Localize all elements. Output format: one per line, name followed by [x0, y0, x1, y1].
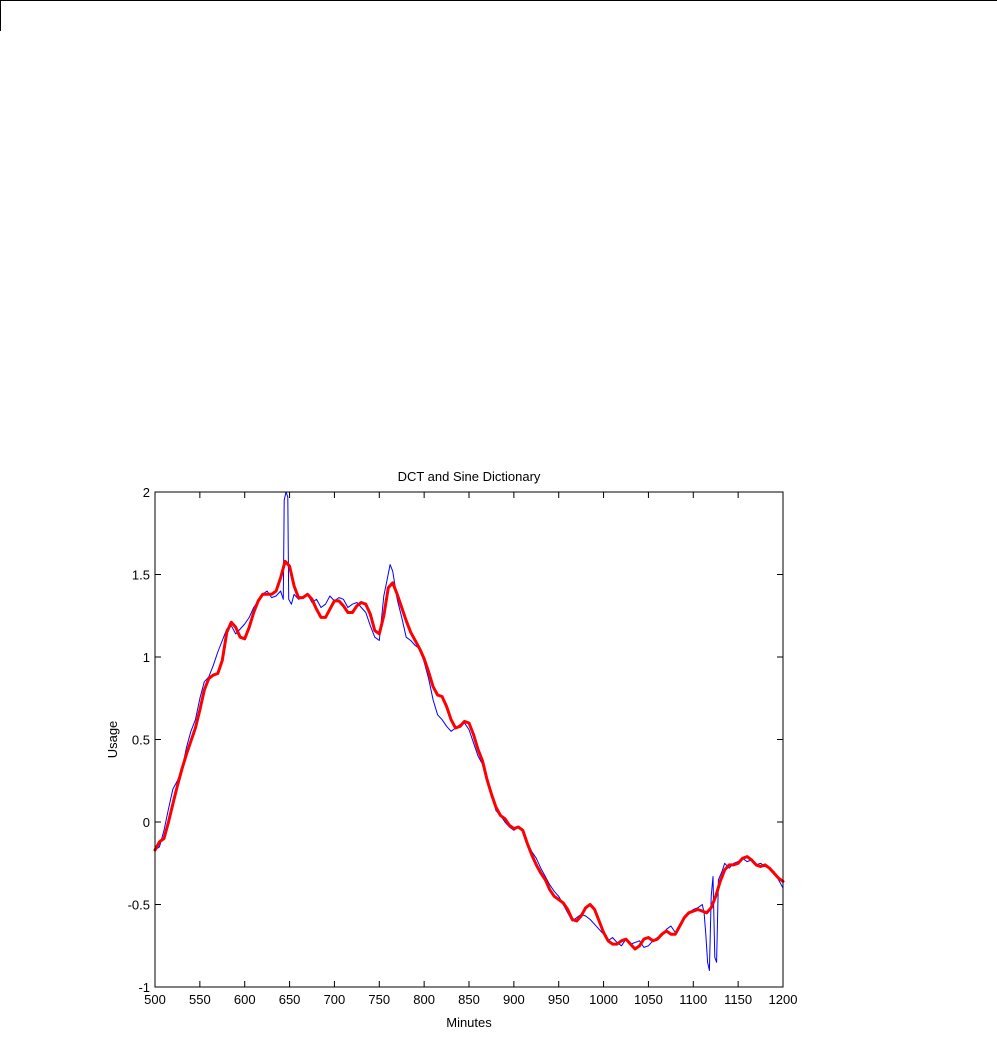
y-tick-label: -0.5 [128, 898, 150, 913]
x-tick-label: 1100 [679, 992, 707, 1007]
x-tick-label: 700 [324, 992, 346, 1007]
x-tick-label: 950 [548, 992, 570, 1007]
y-axis: -1 -0.5 0 0.5 1 1.5 2 [128, 485, 783, 995]
page-corner-mark [0, 1, 1, 31]
x-tick-label: 900 [503, 992, 525, 1007]
x-tick-label: 500 [144, 992, 166, 1007]
x-tick-label: 650 [279, 992, 301, 1007]
y-tick-label: 0 [143, 815, 150, 830]
y-tick-label: -1 [138, 980, 150, 995]
series-layer [153, 491, 785, 971]
y-tick-label: 0.5 [132, 733, 150, 748]
x-tick-label: 1050 [634, 992, 663, 1007]
x-tick-label: 550 [189, 992, 211, 1007]
x-tick-label: 600 [234, 992, 256, 1007]
y-tick-label: 2 [143, 485, 150, 500]
x-tick-label: 750 [368, 992, 390, 1007]
x-tick-label: 850 [458, 992, 480, 1007]
series-line-fit [153, 559, 785, 951]
x-axis-label: Minutes [446, 1015, 492, 1030]
plot-area [155, 492, 783, 987]
x-tick-label: 1000 [589, 992, 618, 1007]
x-axis: 500 550 600 650 700 750 800 850 900 950 1000 1050 11… [144, 492, 797, 1007]
chart-title: DCT and Sine Dictionary [398, 469, 541, 484]
y-tick-label: 1.5 [132, 568, 150, 583]
x-tick-label: 1200 [769, 992, 798, 1007]
x-tick-label: 800 [413, 992, 435, 1007]
series-line-raw [154, 491, 784, 971]
x-tick-label: 1150 [724, 992, 752, 1007]
y-axis-label: Usage [105, 721, 120, 759]
y-tick-label: 1 [143, 650, 150, 665]
